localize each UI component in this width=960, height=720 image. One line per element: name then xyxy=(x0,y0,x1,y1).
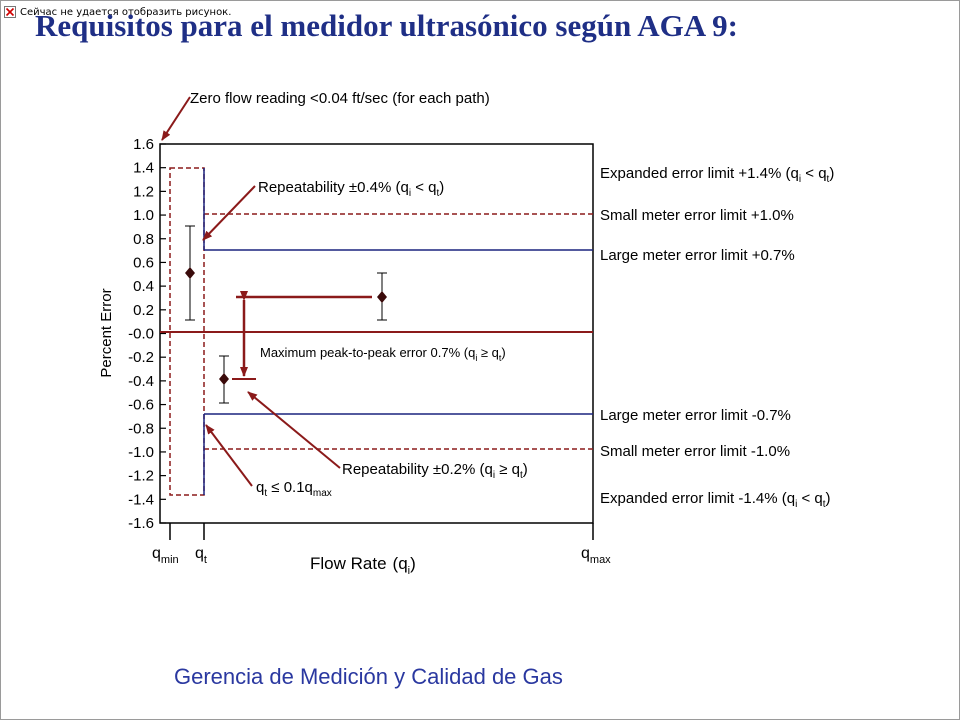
repeatability-low-label: Repeatability ±0.4% (qi < qt) xyxy=(258,179,444,199)
data-point xyxy=(185,267,195,279)
x-axis-markers: qmin qt qmax xyxy=(152,545,611,566)
y-tick-label: -0.4 xyxy=(128,373,154,390)
qmin-label: qmin xyxy=(152,545,179,566)
repeatability-high-arrow xyxy=(247,391,341,469)
expanded-limit-pos-label: Expanded error limit +1.4% (qi < qt) xyxy=(600,165,834,185)
repeatability-high-label: Repeatability ±0.2% (qi ≥ qt) xyxy=(342,461,528,481)
y-tick-label: -1.6 xyxy=(128,515,154,532)
y-tick-label: -0.2 xyxy=(128,349,154,366)
plot-frame xyxy=(159,143,594,524)
image-placeholder-notice: Сейчас не удается отобразить рисунок. xyxy=(4,4,231,20)
x-marker-ticks xyxy=(169,523,594,540)
zero-flow-arrow xyxy=(161,96,191,141)
data-point xyxy=(377,291,387,303)
peak-to-peak-bracket xyxy=(232,291,372,380)
callout-arrows xyxy=(161,96,341,487)
y-tick-label: 0.2 xyxy=(133,302,154,319)
repeatability-low-arrow xyxy=(202,185,256,241)
error-limit-lines xyxy=(160,167,593,496)
small-meter-pos-label: Small meter error limit +1.0% xyxy=(600,207,794,224)
broken-image-icon xyxy=(4,6,16,18)
error-bar-mid-flow xyxy=(219,355,229,404)
y-tick-label: 0.4 xyxy=(133,278,154,295)
y-tick-label: 1.4 xyxy=(133,160,154,177)
error-bar-high-flow xyxy=(377,272,387,321)
qt-condition-arrow xyxy=(205,424,253,487)
y-tick-label: 1.6 xyxy=(133,136,154,153)
error-bar-low-flow xyxy=(185,225,195,321)
limit-labels: Expanded error limit +1.4% (qi < qt) Sma… xyxy=(600,165,834,510)
y-tick-label: -1.2 xyxy=(128,468,154,485)
y-tick-label: -1.0 xyxy=(128,444,154,461)
y-axis-ticks: 1.6 1.4 1.2 1.0 0.8 0.6 0.4 0.2 -0.0 -0.2 -0.4 -0.6… xyxy=(128,136,166,532)
x-axis-title: Flow Rate (qi) xyxy=(310,554,416,577)
slide-title: Requisitos para el medidor ultrasónico s… xyxy=(35,8,739,43)
data-point xyxy=(219,373,229,385)
y-tick-label: 0.6 xyxy=(133,254,154,271)
notice-text: Сейчас не удается отобразить рисунок. xyxy=(20,6,232,18)
large-meter-pos-label: Large meter error limit +0.7% xyxy=(600,247,795,264)
footer-text: Gerencia de Medición y Calidad de Gas xyxy=(174,664,563,689)
y-tick-label: 1.2 xyxy=(133,183,154,200)
y-tick-label: -0.8 xyxy=(128,420,154,437)
qt-condition-label: qt ≤ 0.1qmax xyxy=(256,479,332,499)
y-tick-label: -0.6 xyxy=(128,397,154,414)
large-meter-neg-label: Large meter error limit -0.7% xyxy=(600,407,791,424)
y-tick-label: 0.8 xyxy=(133,231,154,248)
data-points xyxy=(185,225,387,404)
expanded-limit-neg-label: Expanded error limit -1.4% (qi < qt) xyxy=(600,490,831,510)
y-axis-title: Percent Error xyxy=(98,288,115,377)
qmax-label: qmax xyxy=(581,545,611,566)
y-tick-label: -1.4 xyxy=(128,491,154,508)
y-tick-label: 1.0 xyxy=(133,207,154,224)
qt-label: qt xyxy=(195,545,207,566)
small-meter-neg-label: Small meter error limit -1.0% xyxy=(600,443,790,460)
y-tick-label: -0.0 xyxy=(128,326,154,343)
zero-flow-label: Zero flow reading <0.04 ft/sec (for each… xyxy=(190,90,490,107)
peak-to-peak-label: Maximum peak-to-peak error 0.7% (qi ≥ qt… xyxy=(260,345,506,363)
